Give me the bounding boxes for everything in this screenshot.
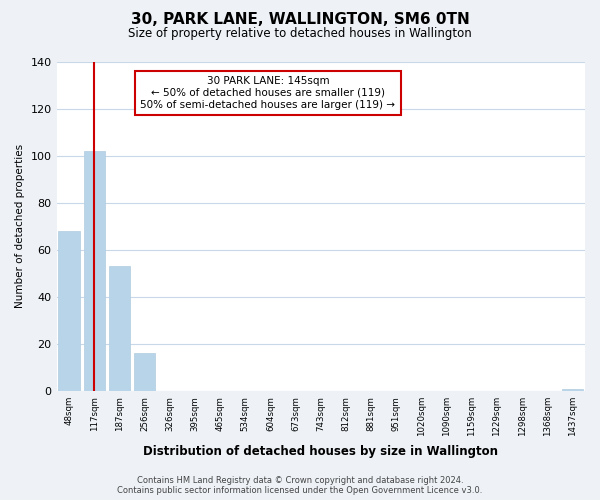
Bar (58, 231, 80, 391)
X-axis label: Distribution of detached houses by size in Wallington: Distribution of detached houses by size … (143, 444, 498, 458)
Bar (562, 388, 583, 391)
Y-axis label: Number of detached properties: Number of detached properties (15, 144, 25, 308)
Text: Contains HM Land Registry data © Crown copyright and database right 2024.
Contai: Contains HM Land Registry data © Crown c… (118, 476, 482, 495)
Text: Size of property relative to detached houses in Wallington: Size of property relative to detached ho… (128, 28, 472, 40)
Text: 30, PARK LANE, WALLINGTON, SM6 0TN: 30, PARK LANE, WALLINGTON, SM6 0TN (131, 12, 469, 28)
Bar (134, 354, 155, 391)
Bar (109, 266, 130, 391)
Bar (83, 151, 105, 391)
Text: 30 PARK LANE: 145sqm
← 50% of detached houses are smaller (119)
50% of semi-deta: 30 PARK LANE: 145sqm ← 50% of detached h… (140, 76, 395, 110)
